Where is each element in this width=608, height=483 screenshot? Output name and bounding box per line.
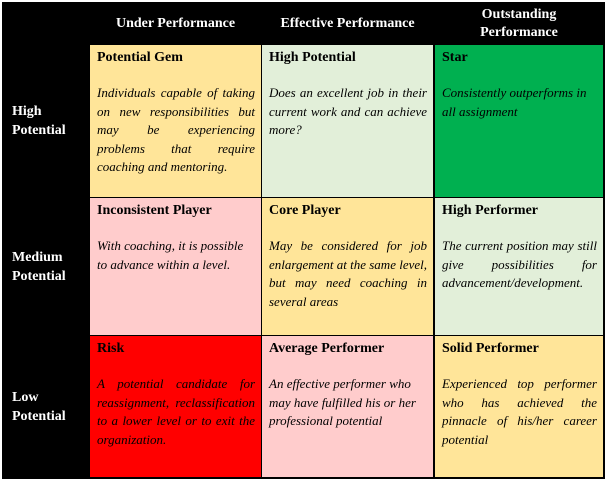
cell-title: Potential Gem	[97, 50, 183, 65]
row-header-medium-potential: Medium Potential	[12, 249, 66, 284]
cell-description: The current position may still give poss…	[442, 238, 597, 291]
cell-title: Solid Performer	[442, 341, 539, 356]
cell-star: Star Consistently outperforms in all ass…	[435, 45, 603, 197]
cell-description: Experienced top performer who has achiev…	[442, 376, 597, 447]
cell-average-performer: Average Performer An effective performer…	[262, 336, 433, 477]
cell-high-potential: High Potential Does an excellent job in …	[262, 45, 433, 197]
cell-description: Individuals capable of taking on new res…	[97, 85, 255, 175]
cell-description: May be considered for job enlargement at…	[269, 238, 427, 309]
row-header-high-potential: High Potential	[12, 104, 66, 138]
column-header-under-performance: Under Performance	[115, 16, 236, 31]
row-header-low-potential: Low Potential	[12, 389, 66, 424]
cell-potential-gem: Potential Gem Individuals capable of tak…	[90, 45, 261, 197]
performance-potential-matrix: Under Performance Effective Performance …	[2, 2, 605, 479]
cell-description: Consistently outperforms in all assignme…	[442, 85, 587, 119]
cell-solid-performer: Solid Performer Experienced top performe…	[435, 336, 603, 477]
cell-title: Star	[442, 50, 468, 65]
cell-title: Inconsistent Player	[97, 203, 212, 218]
cell-high-performer: High Performer The current position may …	[435, 198, 603, 335]
column-header-effective-performance: Effective Performance	[280, 16, 415, 31]
cell-description: With coaching, it is possible to advance…	[97, 238, 244, 272]
cell-description: An effective performer who may have fulf…	[269, 376, 416, 429]
cell-description: Does an excellent job in their current w…	[269, 85, 427, 138]
cell-title: Average Performer	[269, 341, 385, 356]
cell-description: A potential candidate for reassignment, …	[97, 376, 255, 447]
cell-risk: Risk A potential candidate for reassignm…	[90, 336, 261, 477]
cell-title: High Potential	[269, 50, 356, 65]
cell-core-player: Core Player May be considered for job en…	[262, 198, 433, 335]
column-header-outstanding-performance: Outstanding Performance	[480, 7, 558, 40]
cell-title: Risk	[97, 341, 125, 356]
cell-inconsistent-player: Inconsistent Player With coaching, it is…	[90, 198, 261, 335]
cell-title: High Performer	[442, 203, 539, 218]
cell-title: Core Player	[269, 203, 341, 218]
